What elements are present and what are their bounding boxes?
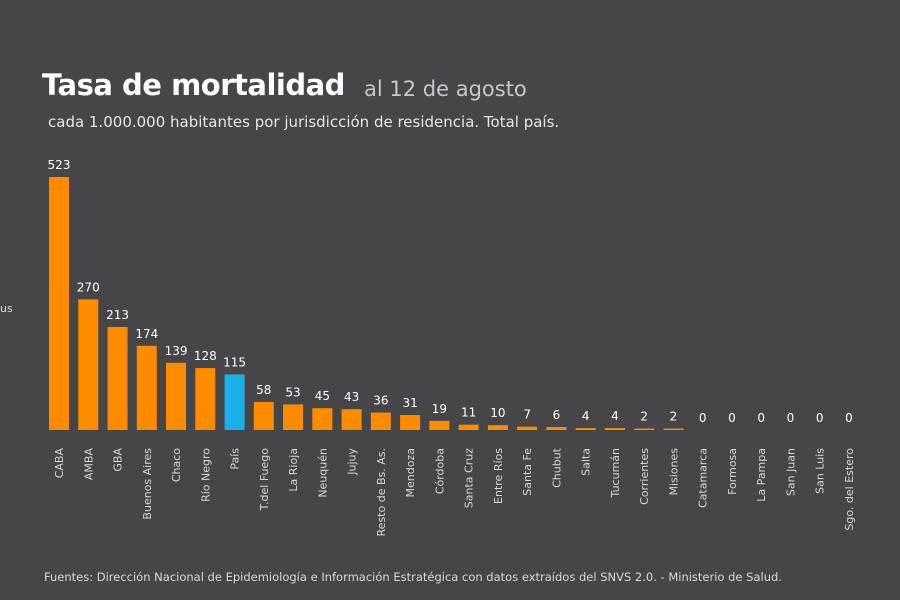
bar-8 [283,404,304,430]
bar-11 [370,412,391,430]
bar-12 [400,415,421,430]
category-label: Neuquén [316,448,329,498]
category-label: Mendoza [404,448,417,497]
value-label: 43 [344,390,359,404]
category-label: San Luis [814,448,827,494]
value-label: 0 [816,411,824,425]
chart-subtitle: cada 1.000.000 habitantes por jurisdicci… [48,113,560,131]
bar-6 [224,374,245,430]
category-label: Corrientes [638,448,651,505]
bar-4 [166,362,187,430]
category-label: AMBA [82,448,95,481]
value-label: 4 [582,409,590,423]
value-label: 128 [194,349,217,363]
value-label: 31 [402,396,417,410]
value-label: 0 [699,411,707,425]
chart-title: Tasa de mortalidad [42,68,345,102]
value-label: 0 [845,411,853,425]
value-label: 0 [787,411,795,425]
category-label: La Pampa [755,448,768,502]
bar-18 [575,428,596,430]
side-label-fragment: us [0,302,13,315]
category-label: Jujuy [346,448,359,476]
category-label: San Juan [784,448,797,496]
value-label: 2 [670,410,678,424]
value-label: 53 [285,385,300,399]
bar-13 [429,420,450,430]
value-label: 4 [611,409,619,423]
category-label: Formosa [726,448,739,495]
bar-15 [487,425,508,430]
chart-title-date: al 12 de agosto [364,77,527,101]
bar-19 [604,428,625,430]
category-label: Córdoba [433,448,446,494]
category-label: La Rioja [287,448,300,492]
bar-10 [341,409,362,430]
bar-16 [517,426,538,430]
category-label: País [229,448,242,470]
value-label: 36 [373,394,388,408]
source-note: Fuentes: Dirección Nacional de Epidemiol… [44,570,782,584]
category-label: CABA [53,448,66,479]
value-label: 115 [223,355,246,369]
value-label: 0 [757,411,765,425]
value-label: 45 [315,389,330,403]
category-label: Chubut [550,447,563,488]
value-label: 139 [165,344,188,358]
bar-0 [49,177,69,430]
category-label: Buenos Aires [141,448,154,520]
value-label: 523 [48,158,71,172]
value-label: 2 [640,410,648,424]
category-label: Chaco [170,448,183,482]
category-label: Santa Fe [521,448,534,496]
category-label: Resto de Bs. As. [375,448,388,536]
category-label: Entre Ríos [492,448,505,504]
value-label: 270 [77,280,100,294]
value-label: 213 [106,308,129,322]
bar-20 [634,428,655,430]
value-label: 0 [728,411,736,425]
bar-7 [253,401,274,430]
bar-21 [663,428,684,430]
category-label: Tucumán [609,448,622,498]
bar-17 [546,427,567,430]
bar-2 [107,326,128,430]
value-label: 58 [256,383,271,397]
value-label: 174 [135,327,158,341]
category-label: Río Negro [199,448,212,502]
bar-14 [458,424,479,430]
bar-3 [136,345,157,430]
bar-9 [312,408,333,430]
value-label: 6 [553,408,561,422]
category-label: GBA [112,448,125,472]
value-label: 10 [490,406,505,420]
category-label: Catamarca [697,448,710,508]
bar-5 [195,368,216,430]
category-label: Santa Cruz [463,448,476,508]
bar-1 [78,299,99,430]
value-label: 7 [523,408,531,422]
value-label: 19 [432,402,447,416]
category-label: Misiones [667,448,680,496]
category-label: T.del Fuego [258,448,271,512]
category-label: Salta [580,448,593,476]
value-label: 11 [461,406,476,420]
category-label: Sgo. del Estero [843,448,856,531]
